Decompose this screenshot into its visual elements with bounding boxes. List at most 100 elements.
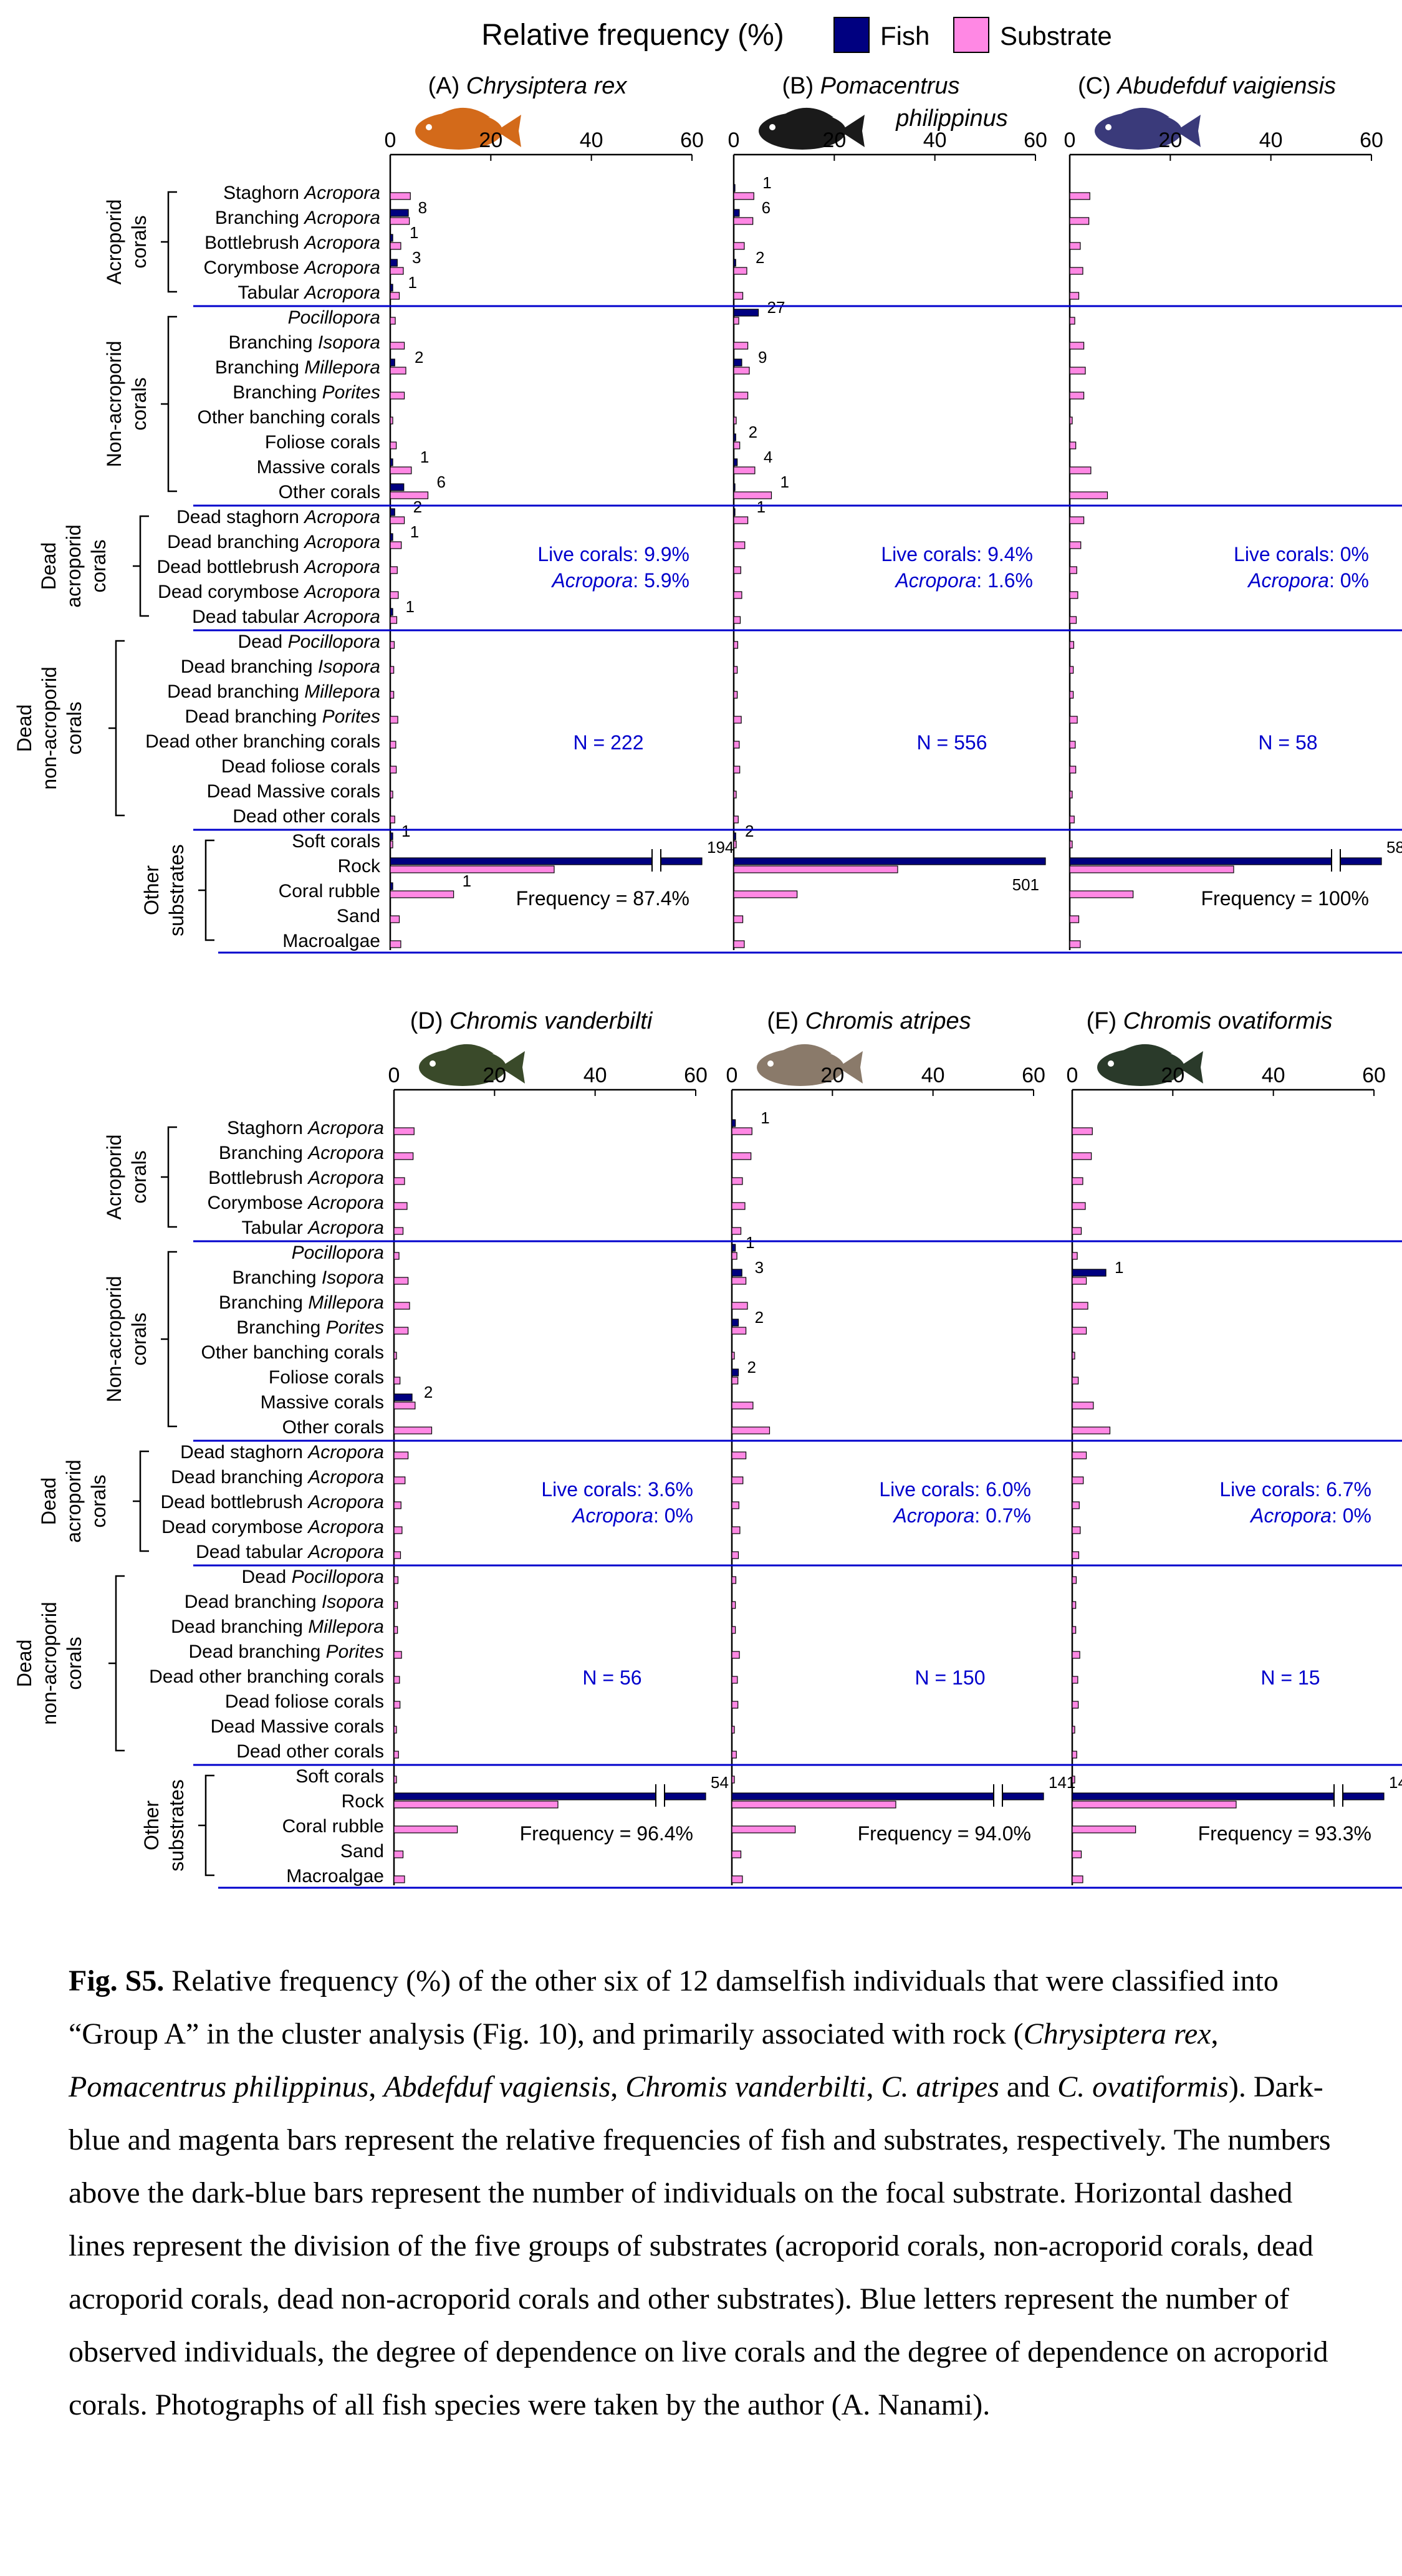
figure-caption: Fig. S5. Relative frequency (%) of the o… bbox=[69, 1954, 1353, 2431]
x-tick-label: 40 bbox=[1262, 1064, 1285, 1087]
substrate-bar bbox=[733, 566, 741, 574]
label-part: Acropora bbox=[307, 1218, 384, 1238]
substrate-label: Massive corals bbox=[261, 1392, 384, 1413]
label-part: Dead bbox=[238, 632, 288, 652]
fish-fin bbox=[1122, 1044, 1172, 1054]
substrate-bar bbox=[1069, 491, 1108, 499]
label-part: Tabular bbox=[238, 282, 305, 303]
acropora-word: Acropora bbox=[571, 1504, 653, 1527]
label-part: Soft corals bbox=[292, 831, 380, 852]
substrate-label: Pocillopora bbox=[288, 307, 380, 328]
fish-count-label: 14 bbox=[1389, 1773, 1402, 1792]
group-label: Acroporid corals bbox=[103, 199, 150, 285]
label-part: Staghorn bbox=[227, 1118, 308, 1138]
substrate-bar bbox=[733, 541, 746, 549]
label-part: Dead foliose corals bbox=[225, 1691, 384, 1712]
substrate-bar bbox=[1069, 292, 1080, 300]
group-label-line: substrates bbox=[165, 844, 188, 936]
substrate-label: Soft corals bbox=[292, 831, 380, 852]
label-part: Dead branching bbox=[167, 532, 304, 552]
label-part: Dead bottlebrush bbox=[156, 557, 304, 577]
substrate-bar bbox=[731, 1850, 742, 1858]
frequency-stat: Frequency = 87.4% bbox=[516, 887, 689, 910]
label-part: Acropora bbox=[307, 1193, 384, 1213]
fish-count-label: 2 bbox=[413, 497, 422, 516]
acropora-value: : 0% bbox=[1329, 569, 1369, 592]
n-stat: N = 222 bbox=[574, 731, 644, 754]
label-part: Coral rubble bbox=[282, 1816, 384, 1837]
fish-photo-icon bbox=[419, 1044, 525, 1086]
x-tick-label: 40 bbox=[580, 128, 603, 152]
substrate-bar bbox=[393, 1726, 397, 1734]
substrate-bar bbox=[1069, 865, 1234, 873]
label-part: Sand bbox=[337, 906, 380, 926]
substrate-label: Dead branching Isopora bbox=[185, 1592, 384, 1612]
fish-bar bbox=[733, 508, 736, 516]
fish-bar bbox=[731, 1119, 736, 1127]
substrate-label: Branching Acropora bbox=[215, 208, 380, 228]
group-label: Other substrates bbox=[140, 844, 188, 936]
group-label-line: Other bbox=[140, 1800, 163, 1850]
substrate-bar bbox=[1069, 217, 1090, 225]
substrate-bar bbox=[1069, 766, 1077, 774]
group-label-line: acroporid bbox=[62, 524, 85, 607]
acropora-word: Acropora bbox=[894, 569, 976, 592]
group-bracket bbox=[133, 515, 149, 617]
group-label-line: corals bbox=[87, 1474, 110, 1527]
label-part: Porites bbox=[322, 706, 380, 727]
panel-letter: (A) bbox=[428, 73, 466, 99]
fish-photo-icon bbox=[759, 107, 865, 150]
substrate-bar bbox=[731, 1227, 742, 1235]
n-stat: N = 150 bbox=[915, 1666, 986, 1689]
substrate-bar bbox=[1072, 1726, 1075, 1734]
substrate-bar bbox=[1072, 1152, 1092, 1160]
label-part: Dead branching bbox=[181, 656, 318, 677]
substrate-bar bbox=[1069, 840, 1073, 848]
substrate-bar bbox=[393, 1776, 397, 1784]
live-corals-stat: Live corals: 9.9% bbox=[537, 543, 689, 565]
substrate-bar bbox=[731, 1401, 754, 1410]
caption-part: Chrysiptera rex bbox=[1023, 2017, 1211, 2050]
label-part: Porites bbox=[322, 382, 380, 403]
substrate-bar bbox=[390, 292, 400, 300]
label-part: Acropora bbox=[307, 1517, 384, 1537]
substrate-bar bbox=[733, 217, 754, 225]
substrate-label: Dead staghorn Acropora bbox=[180, 1442, 384, 1463]
fish-count-label: 194 bbox=[707, 838, 734, 857]
substrate-bar bbox=[393, 1451, 409, 1459]
fish-bar bbox=[731, 1269, 742, 1277]
substrate-bar bbox=[1069, 242, 1081, 250]
substrate-bar bbox=[390, 940, 401, 948]
acropora-word: Acropora bbox=[1247, 569, 1329, 592]
substrate-bar bbox=[1069, 267, 1083, 275]
substrate-bar bbox=[1069, 791, 1073, 799]
substrate-label: Macroalgae bbox=[286, 1866, 384, 1886]
axis-break-gap bbox=[1332, 849, 1340, 872]
substrate-bar bbox=[393, 1227, 404, 1235]
fish-count-label: 2 bbox=[415, 348, 423, 367]
fish-bar bbox=[390, 508, 395, 516]
label-part: Branching bbox=[228, 332, 317, 353]
label-part: Bottlebrush bbox=[204, 233, 304, 253]
substrate-bar bbox=[1069, 641, 1075, 649]
substrate-bar bbox=[731, 1127, 752, 1135]
fish-count-label: 3 bbox=[412, 248, 421, 267]
group-label-line: Non-acroporid bbox=[103, 341, 125, 468]
label-part: Dead branching bbox=[171, 1467, 308, 1487]
label-part: Macroalgae bbox=[282, 931, 380, 951]
caption-part: C. atripes bbox=[881, 2070, 999, 2103]
substrate-label: Coral rubble bbox=[279, 881, 380, 901]
substrate-bar bbox=[1069, 741, 1076, 749]
group-label-line: Acroporid bbox=[103, 199, 125, 285]
group-bracket bbox=[108, 640, 125, 817]
label-part: Corymbose bbox=[208, 1193, 309, 1213]
substrate-label: Dead branching Porites bbox=[188, 1641, 384, 1662]
caption-part: , bbox=[866, 2070, 881, 2103]
fish-bar bbox=[390, 458, 393, 466]
substrate-bar bbox=[731, 1451, 747, 1459]
label-part: Dead branching bbox=[167, 681, 304, 702]
substrate-bar bbox=[733, 691, 738, 699]
fish-tail bbox=[1176, 115, 1201, 147]
